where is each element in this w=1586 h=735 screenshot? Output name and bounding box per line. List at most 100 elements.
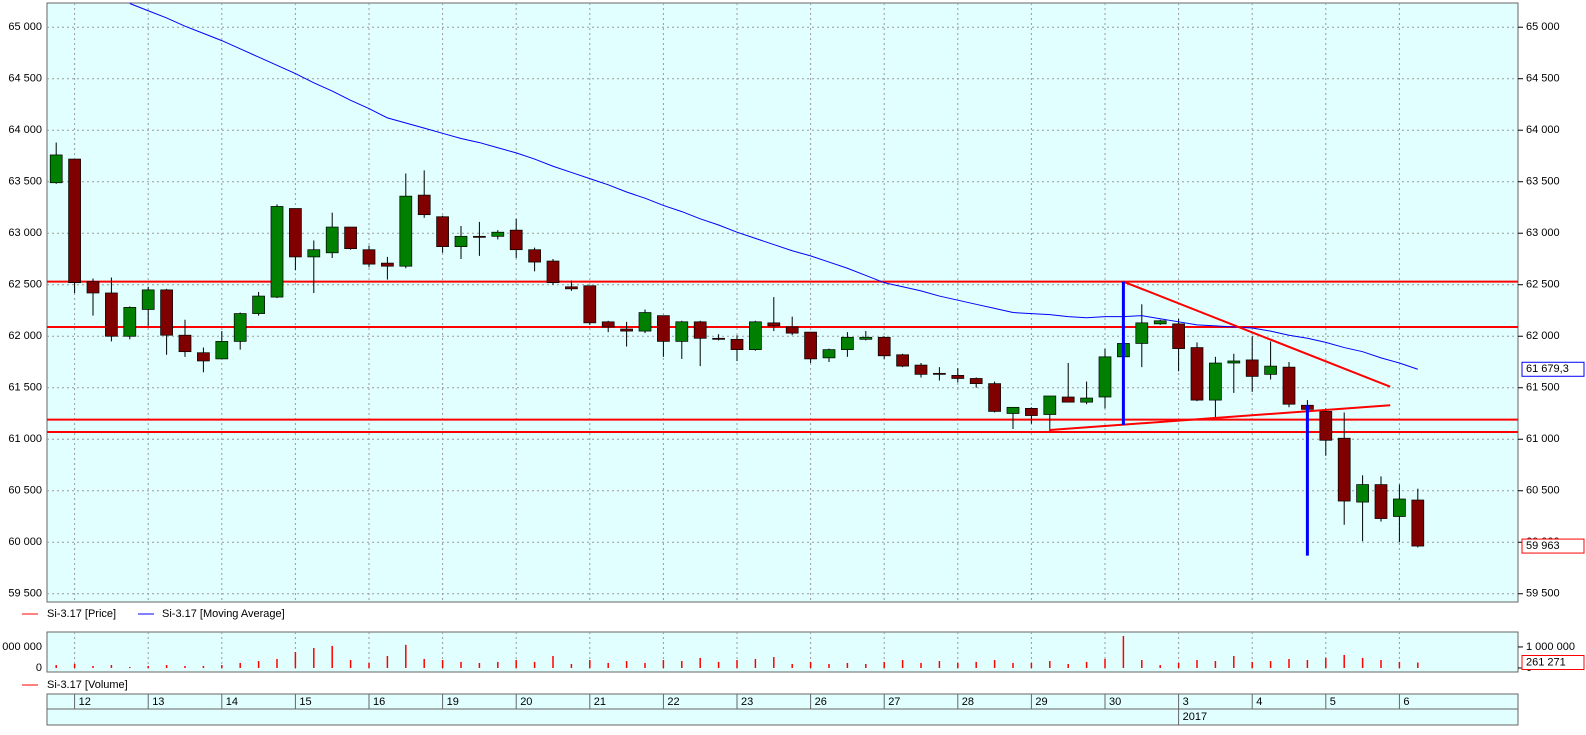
x-tick-label: 30 <box>1109 696 1121 708</box>
x-tick-label: 20 <box>520 696 532 708</box>
x-tick-label: 22 <box>667 696 679 708</box>
candle-body <box>436 216 449 247</box>
y-tick-label: 61 000 <box>8 433 42 445</box>
x-tick-label: 6 <box>1403 696 1409 708</box>
moving-average-line <box>129 3 1418 370</box>
y-tick-label: 1 000 000 <box>0 641 42 653</box>
y-tick-label: 61 500 <box>1526 382 1560 394</box>
candle-body <box>1356 484 1369 503</box>
candle-body <box>914 364 928 375</box>
candle-body <box>804 331 817 360</box>
candle-body <box>1264 365 1277 375</box>
candle-body <box>454 235 468 247</box>
candle-body <box>1245 359 1259 377</box>
y-tick-label: 63 000 <box>1526 227 1560 239</box>
candle-body <box>1337 437 1351 502</box>
candle-body <box>657 315 670 342</box>
candle-body <box>546 260 560 284</box>
x-tick-label: 4 <box>1256 696 1262 708</box>
x-tick-label: 14 <box>226 696 238 708</box>
candle-body <box>1135 322 1149 344</box>
x-tick-label: 28 <box>962 696 974 708</box>
candle-body <box>178 334 192 353</box>
candle-body <box>1411 499 1425 547</box>
y-tick-label: 62 000 <box>1526 330 1560 342</box>
drawn-line <box>1049 404 1391 431</box>
y-tick-label: 65 000 <box>1526 21 1560 33</box>
y-tick-label: 65 000 <box>8 21 42 33</box>
last-value-label: 61 679,3 <box>1526 363 1569 375</box>
candle-body <box>1025 407 1038 416</box>
y-tick-label: 62 000 <box>8 330 42 342</box>
x-tick-label: 19 <box>447 696 459 708</box>
candle-body <box>325 226 339 254</box>
y-tick-label: 62 500 <box>8 279 42 291</box>
candle-body <box>381 262 394 267</box>
y-tick-label: 62 500 <box>1526 279 1560 291</box>
y-tick-label: 61 500 <box>8 382 42 394</box>
candle-body <box>1006 406 1020 414</box>
candle-body <box>1043 395 1057 415</box>
x-tick-label: 15 <box>299 696 311 708</box>
candle-body <box>822 349 836 359</box>
y-tick-label: 60 000 <box>8 536 42 548</box>
last-value-box <box>1521 361 1585 377</box>
candle-body <box>1319 411 1333 441</box>
candle-body <box>565 286 578 290</box>
candle-body <box>509 229 523 251</box>
candle-body <box>473 235 486 238</box>
candle-body <box>68 158 81 284</box>
y-tick-label: 59 500 <box>8 588 42 600</box>
x-tick-label: 12 <box>79 696 91 708</box>
legend-label: Si-3.17 [Moving Average] <box>162 608 285 620</box>
candle-body <box>1172 323 1185 349</box>
candle-body <box>289 208 302 258</box>
y-tick-label: 63 500 <box>8 176 42 188</box>
x-tick-label: 5 <box>1330 696 1336 708</box>
candle-body <box>841 336 854 350</box>
price-panel <box>46 2 1519 603</box>
y-tick-label: 64 500 <box>1526 73 1560 85</box>
y-tick-label: 63 500 <box>1526 176 1560 188</box>
volume-panel <box>46 631 1519 673</box>
candle-body <box>877 336 891 357</box>
y-tick-label: 60 500 <box>1526 485 1560 497</box>
x-tick-label: 3 <box>1183 696 1189 708</box>
candle-body <box>86 281 100 294</box>
candle-body <box>620 328 633 332</box>
x-tick-label: 16 <box>373 696 385 708</box>
candle-body <box>969 378 983 384</box>
candle-body <box>197 352 210 362</box>
candle-body <box>417 194 431 216</box>
candle-body <box>233 313 247 342</box>
x-tick-label: 23 <box>741 696 753 708</box>
y-tick-label: 64 500 <box>8 73 42 85</box>
last-value-label: 261 271 <box>1526 656 1566 668</box>
last-value-box <box>1521 538 1585 554</box>
candle-body <box>951 375 965 379</box>
candle-body <box>1080 397 1093 403</box>
candle-body <box>767 322 781 327</box>
candle-body <box>1190 347 1204 401</box>
candle-body <box>1227 360 1241 364</box>
candle-body <box>933 372 946 375</box>
candle-body <box>252 295 265 314</box>
candle-body <box>270 206 284 298</box>
candle-body <box>583 285 597 324</box>
candle-body <box>123 307 137 337</box>
candle-body <box>1282 366 1296 405</box>
candle-body <box>749 321 762 350</box>
candle-body <box>693 321 707 339</box>
candle-body <box>491 231 505 237</box>
candle-body <box>1061 396 1075 403</box>
candle-body <box>399 195 413 267</box>
x-tick-label: 21 <box>594 696 606 708</box>
candle-body <box>1153 320 1167 325</box>
candle-body <box>730 338 744 350</box>
candle-body <box>528 249 541 263</box>
x-year-label: 2017 <box>1183 711 1207 723</box>
y-tick-label: 63 000 <box>8 227 42 239</box>
y-tick-label: 0 <box>36 662 42 674</box>
